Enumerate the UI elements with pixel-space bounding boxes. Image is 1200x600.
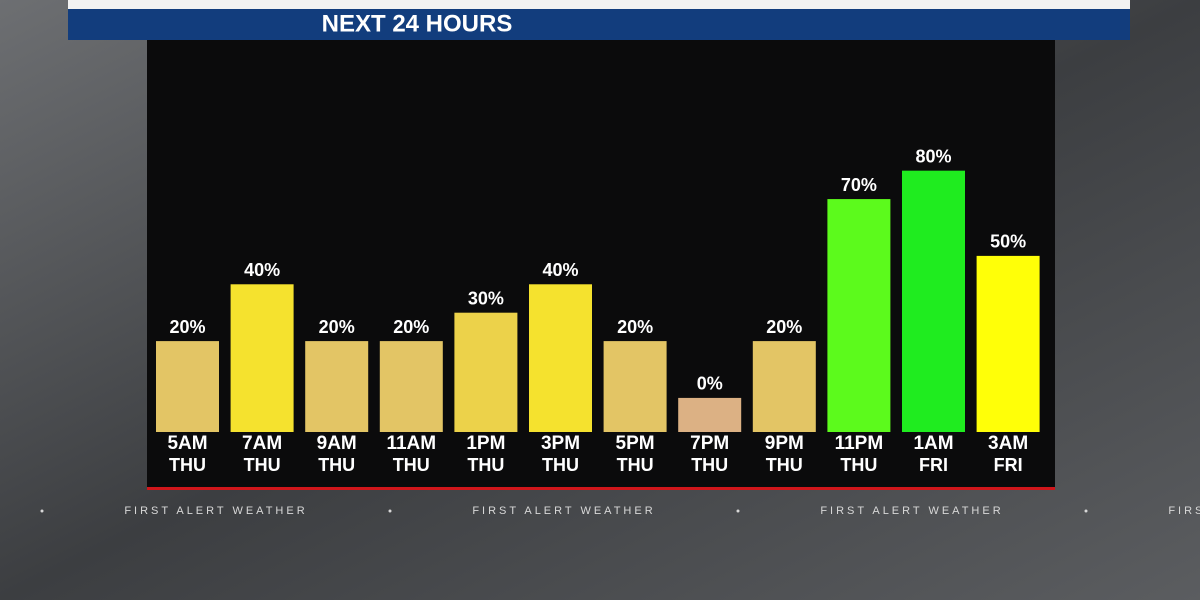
value-label: 20% <box>393 317 429 337</box>
x-tick-label: 1AM <box>913 433 953 454</box>
x-tick-sublabel: THU <box>840 455 877 475</box>
ticker-text: FIRST ALERT WEATHER <box>472 505 655 517</box>
bar <box>902 170 965 432</box>
ticker-text: FIRST ALERT WEATHER <box>1168 505 1200 517</box>
value-label: 70% <box>841 175 877 195</box>
x-tick-sublabel: THU <box>691 455 728 475</box>
bar <box>230 284 294 432</box>
x-tick-label: 3PM <box>541 433 580 454</box>
value-label: 20% <box>319 317 355 337</box>
value-label: 40% <box>542 260 578 280</box>
chart-title: NEXT 24 HOURS <box>322 10 513 37</box>
bar <box>827 199 891 432</box>
x-tick-label: 5PM <box>616 433 655 454</box>
value-label: 20% <box>169 317 205 337</box>
ticker-dot <box>736 509 740 513</box>
value-label: 20% <box>617 317 653 337</box>
bar <box>454 312 518 432</box>
x-tick-sublabel: THU <box>542 455 579 475</box>
header-strip <box>68 0 1130 9</box>
bar <box>529 284 592 432</box>
ticker-dot <box>388 509 392 513</box>
x-tick-sublabel: FRI <box>994 455 1023 475</box>
x-tick-label: 7PM <box>690 433 729 454</box>
bar <box>603 341 667 432</box>
x-tick-sublabel: FRI <box>919 455 948 475</box>
x-tick-sublabel: THU <box>467 455 504 475</box>
value-label: 50% <box>990 232 1026 252</box>
x-tick-sublabel: THU <box>318 455 355 475</box>
x-tick-sublabel: THU <box>244 455 281 475</box>
ticker-text: FIRST ALERT WEATHER <box>124 505 307 517</box>
value-label: 40% <box>244 260 280 280</box>
x-tick-label: 3AM <box>988 433 1028 454</box>
value-label: 30% <box>468 288 504 308</box>
panel-rule <box>147 487 1055 490</box>
x-tick-label: 1PM <box>466 433 505 454</box>
x-tick-label: 11AM <box>386 433 436 454</box>
x-tick-sublabel: THU <box>169 455 206 475</box>
ticker-text: FIRST ALERT WEATHER <box>820 505 1003 517</box>
bar <box>379 341 443 432</box>
bar <box>752 341 816 432</box>
header-bar <box>68 9 1130 40</box>
x-tick-sublabel: THU <box>393 455 430 475</box>
bar <box>305 341 369 432</box>
x-tick-sublabel: THU <box>766 455 803 475</box>
x-tick-label: 7AM <box>242 433 282 454</box>
value-label: 20% <box>766 317 802 337</box>
ticker: FIRST ALERT WEATHER FIRST ALERT WEATHER FI… <box>40 505 1200 517</box>
x-tick-sublabel: THU <box>617 455 654 475</box>
bar <box>976 255 1040 432</box>
x-tick-label: 5AM <box>167 433 207 454</box>
bar <box>678 397 742 432</box>
value-label: 0% <box>697 374 723 394</box>
value-label: 80% <box>915 146 951 166</box>
x-tick-label: 9PM <box>765 433 804 454</box>
x-tick-label: 9AM <box>317 433 357 454</box>
x-tick-label: 11PM <box>835 433 884 454</box>
ticker-dot <box>40 509 44 513</box>
ticker-dot <box>1084 509 1088 513</box>
bar <box>156 341 219 432</box>
